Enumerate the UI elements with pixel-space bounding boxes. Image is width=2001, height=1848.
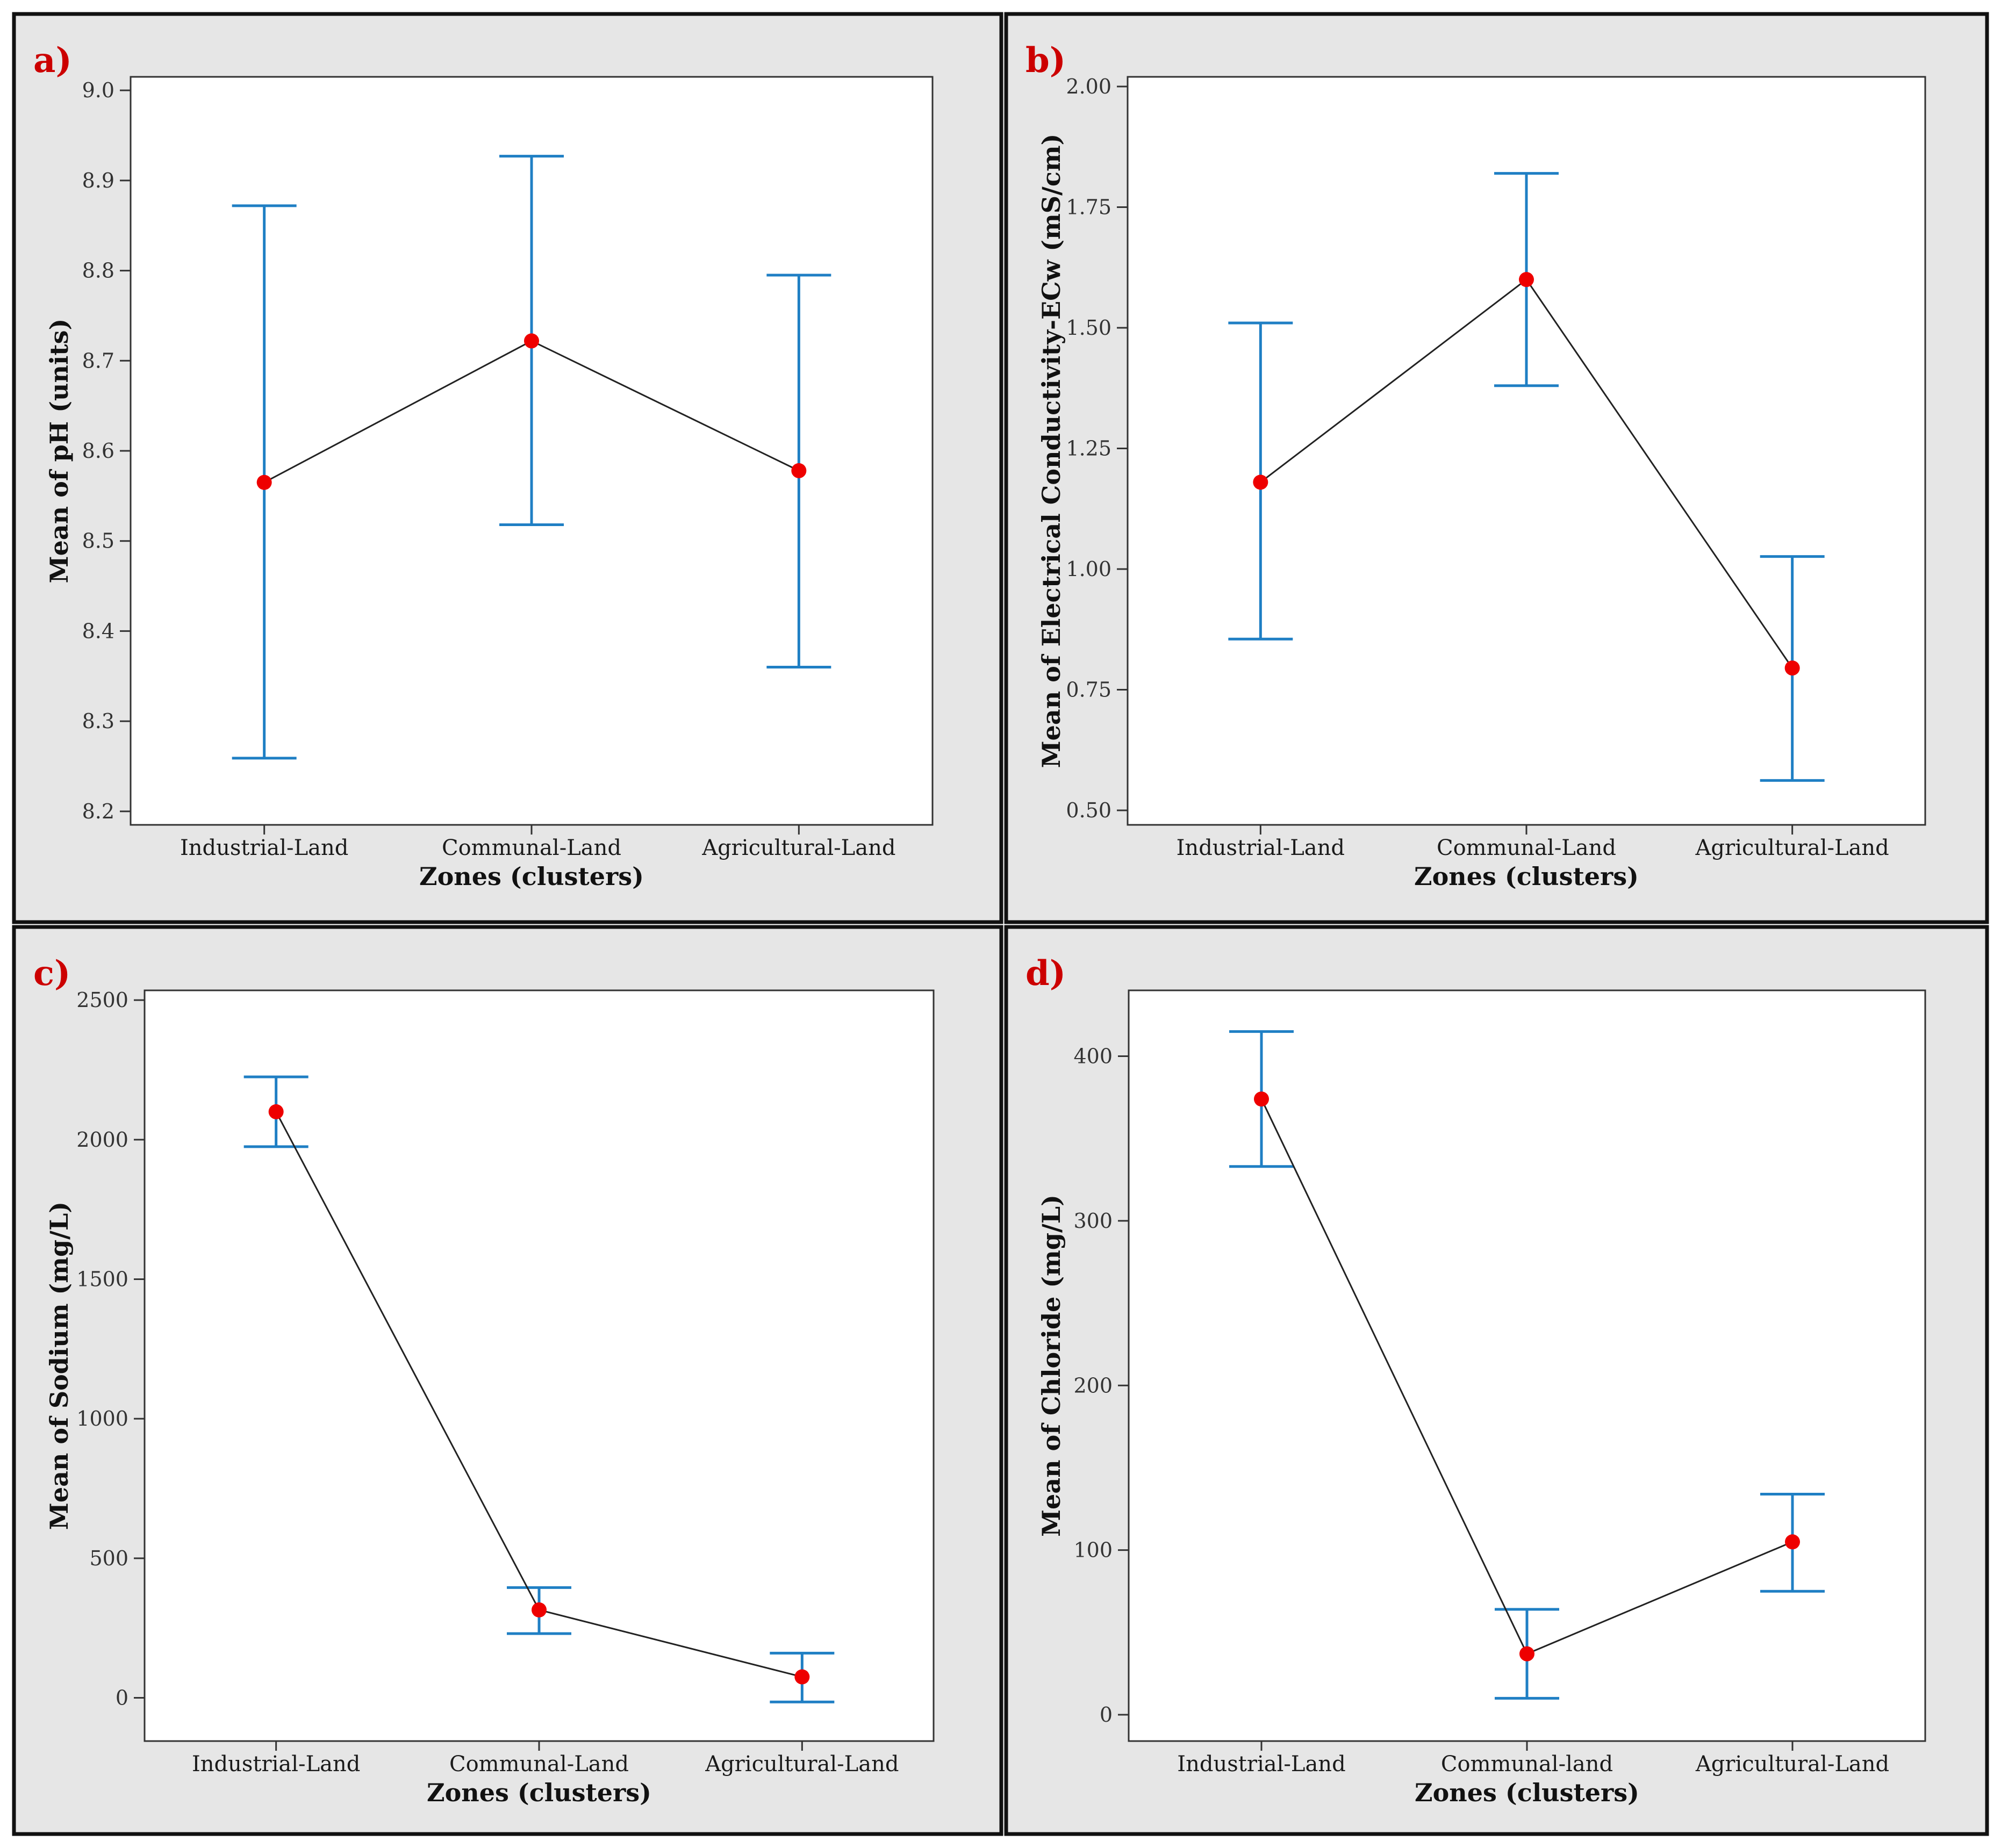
x-axis-title: Zones (clusters) xyxy=(1415,1778,1639,1807)
mean-point xyxy=(1519,272,1534,287)
y-tick-label: 500 xyxy=(89,1547,128,1570)
y-tick-label: 2000 xyxy=(76,1128,128,1152)
y-tick-label: 1.50 xyxy=(1066,316,1111,340)
y-tick-label: 100 xyxy=(1073,1538,1113,1562)
panel-c: c) 0 500 1000 1500 2000 2500 Industrial-Land Com… xyxy=(12,925,1003,1836)
mean-point xyxy=(268,1104,284,1119)
y-tick-label: 200 xyxy=(1073,1374,1113,1397)
y-axis-title: Mean of Chloride (mg/L) xyxy=(1037,1195,1066,1537)
y-tick-label: 1500 xyxy=(76,1268,128,1291)
mean-point xyxy=(1253,474,1268,490)
panel-a: a) 8.2 8.3 8.4 8.5 8.6 8.7 8.8 8.9 9.0 Industrial-… xyxy=(12,12,1003,924)
y-tick-label: 0.75 xyxy=(1066,678,1111,702)
x-tick-label: Agricultural-Land xyxy=(1695,836,1889,860)
y-tick-label: 8.7 xyxy=(82,349,114,372)
x-tick-label: Industrial-Land xyxy=(1177,1752,1345,1777)
y-axis-title: Mean of pH (units) xyxy=(45,319,74,584)
x-tick-label: Agricultural-Land xyxy=(705,1752,899,1777)
y-axis-title: Mean of Sodium (mg/L) xyxy=(45,1202,74,1530)
y-tick-label: 0 xyxy=(116,1686,128,1710)
y-tick-label: 0.50 xyxy=(1066,799,1111,822)
x-tick-label: Communal-land xyxy=(1441,1752,1613,1777)
y-tick-label: 8.5 xyxy=(82,529,114,553)
x-tick-label: Industrial-Land xyxy=(180,836,348,860)
y-tick-label: 2.00 xyxy=(1066,75,1111,98)
x-axis-title: Zones (clusters) xyxy=(1414,862,1639,891)
y-axis-title: Mean of Electrical Conductivity-ECw (mS/… xyxy=(1037,134,1066,768)
x-axis-title: Zones (clusters) xyxy=(427,1778,651,1807)
y-tick-label: 2500 xyxy=(76,988,128,1012)
x-axis-title: Zones (clusters) xyxy=(419,862,644,891)
mean-point xyxy=(1254,1091,1269,1107)
panel-border xyxy=(1004,12,1989,924)
y-tick-label: 8.2 xyxy=(82,800,114,823)
panel-b: b) 0.50 0.75 1.00 1.25 1.50 1.75 2.00 Industrial… xyxy=(1004,12,1989,924)
mean-point xyxy=(1519,1646,1534,1662)
y-tick-label: 8.3 xyxy=(82,709,114,733)
x-tick-label: Industrial-Land xyxy=(192,1752,360,1777)
mean-point xyxy=(524,333,539,349)
y-tick-label: 8.4 xyxy=(82,619,114,643)
y-tick-label: 8.9 xyxy=(82,169,114,192)
panel-border xyxy=(1004,925,1989,1836)
x-tick-label: Agricultural-Land xyxy=(1695,1752,1889,1777)
y-tick-label: 0 xyxy=(1100,1703,1113,1727)
panel-border xyxy=(12,12,1003,924)
y-tick-label: 300 xyxy=(1073,1209,1113,1233)
mean-point xyxy=(532,1602,547,1617)
panel-border xyxy=(12,925,1003,1836)
x-tick-label: Industrial-Land xyxy=(1177,836,1345,860)
x-tick-label: Communal-Land xyxy=(1437,836,1616,860)
y-tick-label: 1000 xyxy=(76,1407,128,1430)
panel-label: d) xyxy=(1025,953,1066,994)
mean-point xyxy=(256,474,272,490)
y-tick-label: 400 xyxy=(1073,1045,1113,1068)
y-tick-label: 9.0 xyxy=(82,78,114,102)
panel-label: c) xyxy=(33,953,70,994)
y-tick-label: 8.8 xyxy=(82,259,114,283)
y-tick-label: 8.6 xyxy=(82,439,114,463)
mean-point xyxy=(1785,1534,1800,1550)
y-tick-label: 1.75 xyxy=(1066,195,1111,219)
x-tick-label: Communal-Land xyxy=(449,1752,629,1777)
panel-label: b) xyxy=(1025,40,1066,81)
panel-label: a) xyxy=(33,40,72,81)
mean-point xyxy=(1784,660,1800,676)
y-tick-label: 1.25 xyxy=(1066,437,1111,461)
panel-d: d) 0 100 200 300 400 Industrial-Land Communal-l… xyxy=(1004,925,1989,1836)
mean-point xyxy=(794,1669,810,1685)
y-tick-label: 1.00 xyxy=(1066,557,1111,581)
mean-point xyxy=(791,463,807,478)
x-tick-label: Communal-Land xyxy=(442,836,621,860)
x-tick-label: Agricultural-Land xyxy=(701,836,895,860)
